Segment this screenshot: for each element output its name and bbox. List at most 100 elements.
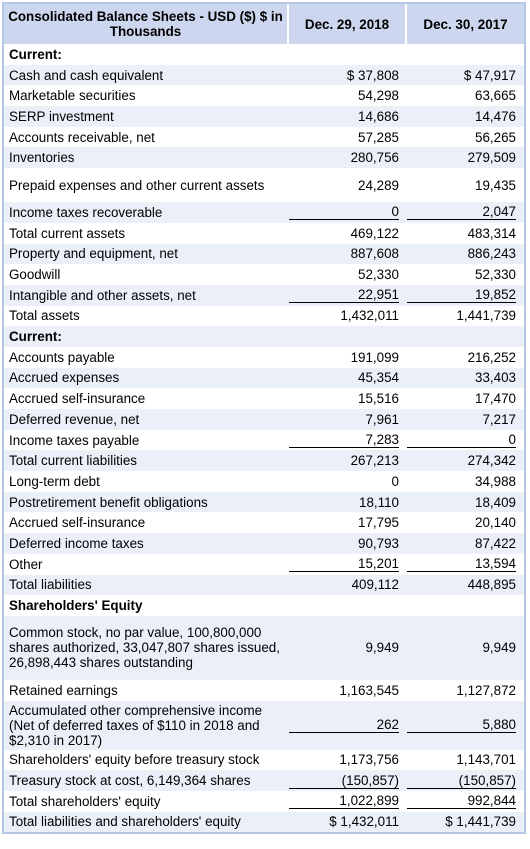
value-2018: 0	[391, 473, 399, 489]
value-2017: 992,844	[407, 791, 524, 812]
value-2018: 0	[289, 202, 407, 223]
row-label: Accrued expenses	[4, 367, 289, 389]
row-label: Accumulated other comprehensive income (…	[4, 700, 289, 750]
value-2017: 0	[407, 430, 524, 451]
value-2018: (150,857)	[289, 770, 407, 791]
row-label: Postretirement benefit obligations	[4, 491, 289, 513]
table-row: Income taxes recoverable 0 2,047	[4, 202, 524, 223]
value-2018: 1,432,011	[340, 308, 399, 324]
table-row: Shareholders' Equity	[4, 595, 524, 616]
value-2018: 14,686	[289, 106, 407, 127]
value-2017: 56,265	[475, 129, 516, 145]
value-2017: 13,594	[407, 554, 524, 575]
table-body: Current: Cash and cash equivalent $ 37,808…	[4, 44, 524, 833]
value-2018: 191,099	[350, 349, 399, 365]
table-row: SERP investment 14,686 14,476	[4, 106, 524, 127]
value-2018: 52,330	[358, 267, 399, 283]
value-2018: 7,961	[289, 409, 407, 430]
header-row: Consolidated Balance Sheets - USD ($) $ …	[4, 4, 524, 44]
table-row: Prepaid expenses and other current asset…	[4, 168, 524, 202]
value-2018: 1,022,899	[289, 791, 407, 812]
value-2018: 469,122	[350, 225, 399, 241]
row-label: Total liabilities and shareholders' equi…	[4, 811, 289, 833]
table-row: Current:	[4, 326, 524, 347]
table-row: Retained earnings 1,163,545 1,127,872	[4, 680, 524, 701]
value-2018: 22,951	[289, 284, 407, 306]
value-2017	[407, 595, 524, 616]
value-text: 13,594	[407, 556, 516, 573]
value-2017: 483,314	[467, 225, 516, 241]
row-label: Common stock, no par value, 100,800,000 …	[4, 615, 289, 680]
value-2018: 90,793	[289, 533, 407, 554]
value-2018: 45,354	[289, 367, 407, 389]
value-text: 7,283	[289, 432, 399, 449]
row-label: Income taxes payable	[9, 432, 140, 448]
value-2017: 20,140	[475, 515, 516, 531]
column-header-2018: Dec. 29, 2018	[289, 4, 407, 44]
table-row: Accumulated other comprehensive income (…	[4, 700, 524, 750]
value-text: 1,022,899	[289, 793, 399, 810]
value-2018: 18,110	[289, 491, 407, 513]
value-2017: 886,243	[407, 243, 524, 265]
table-row: Long-term debt 0 34,988	[4, 471, 524, 492]
row-label: Intangible and other assets, net	[4, 284, 289, 306]
table-row: Inventories 280,756 279,509	[4, 147, 524, 169]
row-label: Treasury stock at cost, 6,149,364 shares	[4, 770, 289, 791]
value-text: 5,880	[407, 717, 516, 734]
table-row: Goodwill 52,330 52,330	[4, 264, 524, 285]
table-row: Marketable securities 54,298 63,665	[4, 85, 524, 106]
value-2017: 63,665	[475, 88, 516, 104]
table-row: Other 15,201 13,594	[4, 554, 524, 575]
row-label: Inventories	[4, 147, 289, 169]
value-2018	[289, 595, 407, 616]
row-label: Retained earnings	[9, 682, 118, 698]
row-label: Accounts payable	[9, 349, 115, 365]
value-text: 262	[289, 717, 399, 734]
value-text: 992,844	[407, 793, 516, 810]
table-title: Consolidated Balance Sheets - USD ($) $ …	[4, 4, 289, 44]
row-label: Accrued self-insurance	[9, 515, 146, 531]
value-2017	[407, 326, 524, 347]
value-2018	[289, 44, 407, 65]
table-row: Accounts receivable, net 57,285 56,265	[4, 127, 524, 148]
value-2018: 1,163,545	[339, 682, 399, 698]
value-2018: 267,213	[289, 450, 407, 472]
table-row: Deferred revenue, net 7,961 7,217	[4, 409, 524, 430]
value-2018: 17,795	[358, 515, 399, 531]
table-row: Total shareholders' equity 1,022,899 992,8…	[4, 791, 524, 812]
value-text: 15,201	[289, 556, 399, 573]
value-2018: 9,949	[289, 615, 407, 680]
value-2017: 33,403	[407, 367, 524, 389]
table-row: Accounts payable 191,099 216,252	[4, 347, 524, 368]
table-row: Common stock, no par value, 100,800,000 …	[4, 615, 524, 680]
value-2017: 17,470	[475, 391, 516, 407]
table-row: Accrued self-insurance 17,795 20,140	[4, 512, 524, 533]
value-2018: 409,112	[289, 574, 407, 596]
row-label: Goodwill	[9, 267, 61, 283]
row-label: Shareholders' Equity	[9, 598, 143, 614]
row-label: Cash and cash equivalent	[4, 64, 289, 86]
table-row: Total liabilities 409,112 448,895	[4, 574, 524, 596]
row-label: Accrued self-insurance	[9, 391, 146, 407]
table-row: Current:	[4, 44, 524, 65]
value-text: (150,857)	[289, 773, 399, 789]
row-label: Total shareholders' equity	[9, 793, 161, 809]
value-text: 22,951	[289, 287, 399, 304]
value-text: 0	[289, 204, 399, 221]
value-2017: 274,342	[407, 450, 524, 472]
value-2017: $ 47,917	[407, 64, 524, 86]
row-label: Property and equipment, net	[4, 243, 289, 265]
table-row: Accrued expenses 45,354 33,403	[4, 367, 524, 389]
value-2018: 24,289	[358, 177, 399, 193]
row-label: Marketable securities	[9, 88, 136, 104]
table-row: Total assets 1,432,011 1,441,739	[4, 306, 524, 327]
value-2017: 1,127,872	[456, 682, 516, 698]
row-label: Accounts receivable, net	[9, 129, 155, 145]
value-2017: 34,988	[475, 473, 516, 489]
value-2017: 14,476	[407, 106, 524, 127]
value-2018: 15,516	[358, 391, 399, 407]
table-row: Total current assets 469,122 483,314	[4, 223, 524, 244]
value-2017: $ 1,441,739	[407, 811, 524, 833]
value-2018: 15,201	[289, 554, 407, 575]
table-row: Total current liabilities 267,213 274,342	[4, 450, 524, 472]
